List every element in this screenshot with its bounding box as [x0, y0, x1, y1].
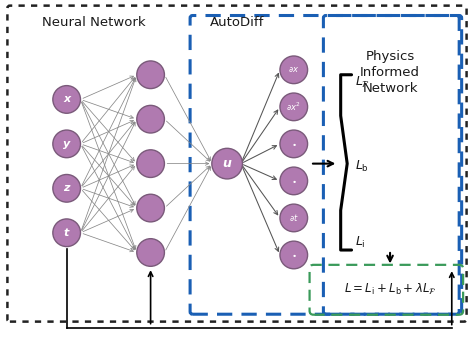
Text: $\partial x^2$: $\partial x^2$	[286, 101, 301, 113]
Circle shape	[212, 148, 242, 179]
Text: $L = L_{\mathrm{i}} + L_{\mathrm{b}} + \lambda L_{\mathcal{F}}$: $L = L_{\mathrm{i}} + L_{\mathrm{b}} + \…	[344, 282, 436, 297]
Circle shape	[280, 204, 308, 232]
Circle shape	[137, 194, 164, 222]
Text: $\bullet$: $\bullet$	[291, 176, 297, 185]
Circle shape	[280, 167, 308, 195]
Text: $\partial x$: $\partial x$	[288, 65, 300, 74]
Circle shape	[53, 86, 81, 113]
Text: $L_{\mathrm{b}}$: $L_{\mathrm{b}}$	[356, 159, 369, 174]
Text: z: z	[64, 183, 70, 193]
Text: $L_{\mathrm{i}}$: $L_{\mathrm{i}}$	[356, 235, 366, 250]
Circle shape	[280, 56, 308, 84]
Text: Neural Network: Neural Network	[42, 16, 146, 29]
Circle shape	[280, 130, 308, 158]
Text: y: y	[63, 139, 70, 149]
Text: $\bullet$: $\bullet$	[291, 251, 297, 260]
Text: $L_{\mathcal{F}}$: $L_{\mathcal{F}}$	[356, 75, 371, 90]
Circle shape	[53, 219, 81, 247]
Text: $\partial t$: $\partial t$	[289, 212, 299, 223]
Circle shape	[280, 93, 308, 121]
Text: Physics
Informed
Network: Physics Informed Network	[360, 50, 420, 95]
Text: $\bullet$: $\bullet$	[291, 139, 297, 149]
Text: AutoDiff: AutoDiff	[210, 16, 264, 29]
Text: u: u	[223, 157, 232, 170]
Circle shape	[137, 150, 164, 177]
Text: t: t	[64, 228, 69, 238]
Circle shape	[280, 241, 308, 269]
Circle shape	[53, 130, 81, 158]
Circle shape	[137, 239, 164, 266]
Circle shape	[137, 105, 164, 133]
Text: x: x	[63, 94, 70, 104]
Circle shape	[137, 61, 164, 88]
Circle shape	[53, 175, 81, 202]
